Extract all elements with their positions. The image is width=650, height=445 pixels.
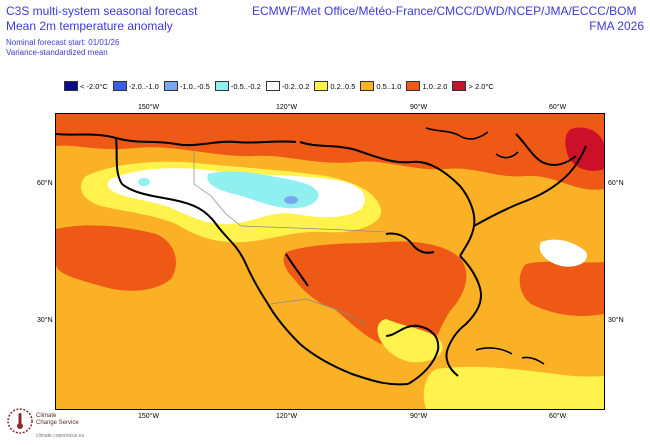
legend-item: -0.2..0.2 (265, 81, 310, 91)
lat-tick-left-2: 30°N (37, 317, 53, 324)
legend-item: > 2.0°C (452, 81, 494, 91)
legend-swatch (360, 81, 375, 91)
lat-tick-right-2: 30°N (608, 317, 624, 324)
logo-url: climate.copernicus.eu (36, 433, 85, 439)
region-pacific-warm (56, 225, 176, 291)
legend-swatch (452, 81, 467, 91)
region-neutral-east (539, 239, 587, 267)
legend-label: > 2.0°C (468, 81, 494, 91)
lon-tick-top-3: 90°W (410, 104, 428, 111)
legend-item: 1.0..2.0 (406, 81, 447, 91)
lon-tick-bottom-1: 150°W (138, 413, 160, 420)
variance-note: Variance-standardized mean (6, 48, 108, 57)
lon-tick-bottom-2: 120°W (276, 413, 298, 420)
region-north-warm (56, 114, 604, 190)
legend-swatch (64, 81, 78, 91)
legend-item: -2.0..-1.0 (112, 81, 159, 91)
lon-tick-top-2: 120°W (276, 104, 298, 111)
region-yellow-tropics (423, 366, 604, 409)
legend-swatch (112, 81, 127, 91)
legend-item: 0.5..1.0 (360, 81, 401, 91)
legend-label: -1.0..-0.5 (179, 81, 210, 91)
legend-label: 1.0..2.0 (422, 81, 448, 91)
lon-tick-top-1: 150°W (138, 104, 160, 111)
region-south-warm (283, 241, 467, 351)
region-east-warm (519, 261, 604, 316)
anomaly-map (55, 113, 605, 410)
legend-label: -0.2..0.2 (281, 81, 310, 91)
legend-swatch (406, 81, 421, 91)
legend-swatch (214, 81, 229, 91)
legend-label: < -2.0°C (80, 81, 108, 91)
region-cool-pocket (138, 178, 150, 186)
legend-label: -0.5..-0.2 (230, 81, 261, 91)
region-cool-core (284, 196, 298, 204)
legend-swatch (314, 81, 329, 91)
forecast-period: FMA 2026 (589, 19, 644, 33)
lat-tick-right-1: 60°N (608, 180, 624, 187)
title-line-2: Mean 2m temperature anomaly (6, 19, 173, 33)
logo-line-1: Climate (36, 413, 57, 419)
lat-tick-left-1: 60°N (37, 180, 53, 187)
legend-label: 0.5..1.0 (376, 81, 402, 91)
logo-line-2: Change Service (36, 420, 79, 426)
lon-tick-top-4: 60°W (549, 104, 567, 111)
centres-list: ECMWF/Met Office/Météo-France/CMCC/DWD/N… (252, 4, 637, 18)
legend-item: -1.0..-0.5 (163, 81, 210, 91)
title-line-1: C3S multi-system seasonal forecast (6, 4, 198, 18)
color-legend: < -2.0°C -2.0..-1.0 -1.0..-0.5 -0.5..-0.2 -0… (64, 81, 499, 91)
region-yellow-gulf (377, 319, 443, 363)
nominal-start: Nominal forecast start: 01/01/26 (6, 38, 120, 47)
thermometer-icon (7, 408, 33, 434)
lon-tick-bottom-4: 60°W (549, 413, 567, 420)
legend-item: 0.2..0.5 (314, 81, 355, 91)
legend-item: -0.5..-0.2 (214, 81, 261, 91)
legend-swatch (163, 81, 178, 91)
legend-swatch (265, 81, 280, 91)
legend-label: 0.2..0.5 (330, 81, 356, 91)
lon-tick-bottom-3: 90°W (410, 413, 428, 420)
copernicus-logo: Climate Change Service climate.copernicu… (6, 405, 186, 443)
legend-label: -2.0..-1.0 (128, 81, 159, 91)
legend-item: < -2.0°C (64, 81, 108, 91)
